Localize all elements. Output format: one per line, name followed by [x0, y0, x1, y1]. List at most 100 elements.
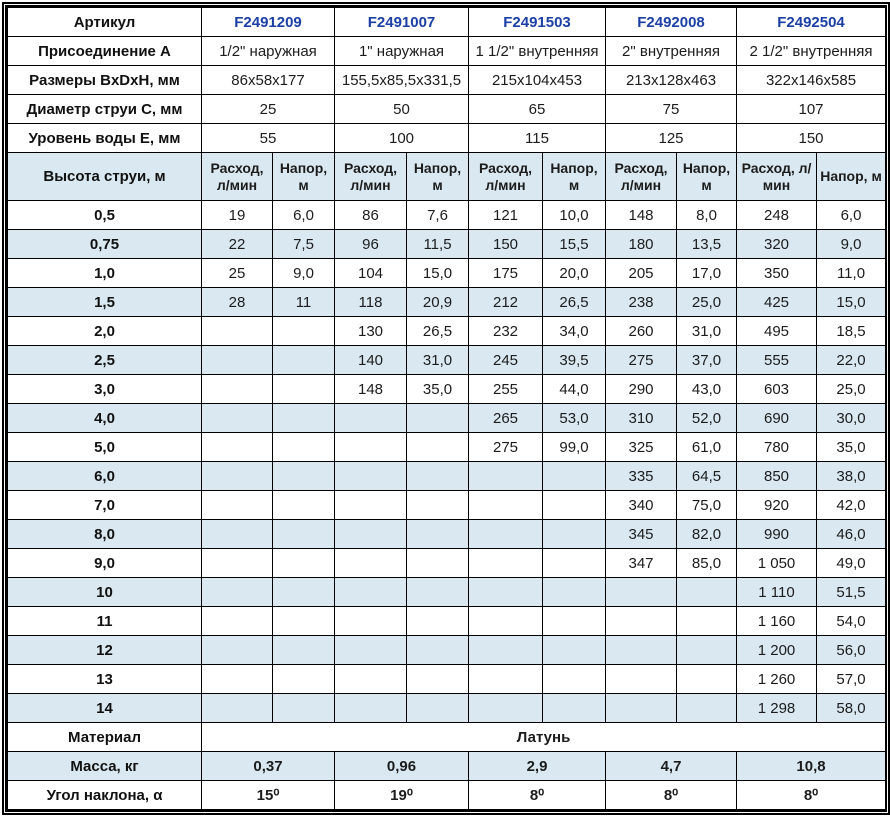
jet-height-value: 13: [7, 664, 202, 694]
article-row-label: Артикул: [7, 7, 202, 37]
head-header: Напор, м: [272, 152, 335, 201]
article-code[interactable]: F2492504: [736, 7, 886, 37]
flow-cell: [334, 432, 407, 462]
angle-row: Угол наклона, α 15⁰ 19⁰ 8⁰ 8⁰ 8⁰: [7, 780, 886, 810]
dimensions-value: 86x58x177: [201, 65, 335, 95]
water-level-row: Уровень воды Е, мм 55 100 115 125 150: [7, 123, 886, 153]
jet-height-value: 8,0: [7, 519, 202, 549]
flow-cell: [468, 490, 543, 520]
jet-height-value: 10: [7, 577, 202, 607]
water-level-value: 125: [605, 123, 737, 153]
spec-row: 14 1 298 58,0: [7, 693, 886, 723]
head-cell: 25,0: [676, 287, 737, 317]
spec-row: 13 1 260 57,0: [7, 664, 886, 694]
head-cell: 31,0: [676, 316, 737, 346]
flow-cell: 275: [605, 345, 677, 375]
head-cell: 37,0: [676, 345, 737, 375]
jet-diameter-value: 65: [468, 94, 606, 124]
head-cell: [542, 693, 606, 723]
flow-cell: [605, 606, 677, 636]
flow-cell: [468, 606, 543, 636]
head-cell: 52,0: [676, 403, 737, 433]
article-code[interactable]: F2491503: [468, 7, 606, 37]
flow-cell: 150: [468, 229, 543, 259]
flow-cell: [334, 403, 407, 433]
flow-cell: 96: [334, 229, 407, 259]
flow-cell: 1 260: [736, 664, 817, 694]
jet-height-value: 0,5: [7, 200, 202, 230]
flow-cell: [201, 664, 273, 694]
head-cell: 57,0: [816, 664, 886, 694]
article-code[interactable]: F2492008: [605, 7, 737, 37]
flow-cell: [201, 403, 273, 433]
connection-value: 1" наружная: [334, 36, 469, 66]
dimensions-value: 213x128x463: [605, 65, 737, 95]
head-cell: 64,5: [676, 461, 737, 491]
flow-cell: [468, 461, 543, 491]
article-code[interactable]: F2491007: [334, 7, 469, 37]
article-code[interactable]: F2491209: [201, 7, 335, 37]
head-cell: [676, 606, 737, 636]
flow-header: Расход, л/мин: [334, 152, 407, 201]
head-cell: 34,0: [542, 316, 606, 346]
head-cell: [406, 432, 469, 462]
flow-cell: 232: [468, 316, 543, 346]
head-cell: [406, 403, 469, 433]
flow-cell: 140: [334, 345, 407, 375]
head-cell: 51,5: [816, 577, 886, 607]
head-cell: 53,0: [542, 403, 606, 433]
flow-cell: 555: [736, 345, 817, 375]
spec-row: 4,0 265 53,0 310 52,0 690 30,0: [7, 403, 886, 433]
flow-cell: [201, 490, 273, 520]
angle-value: 8⁰: [736, 780, 886, 810]
flow-cell: 350: [736, 258, 817, 288]
spec-table: Артикул F2491209 F2491007 F2491503 F2492…: [7, 7, 886, 810]
jet-diameter-value: 25: [201, 94, 335, 124]
spec-row: 2,0 130 26,5 232 34,0 260 31,0 495 18,5: [7, 316, 886, 346]
jet-height-value: 6,0: [7, 461, 202, 491]
jet-diameter-value: 107: [736, 94, 886, 124]
flow-cell: 212: [468, 287, 543, 317]
head-cell: [542, 606, 606, 636]
flow-cell: 130: [334, 316, 407, 346]
flow-cell: [605, 635, 677, 665]
flow-cell: [334, 577, 407, 607]
flow-cell: 340: [605, 490, 677, 520]
jet-height-value: 11: [7, 606, 202, 636]
flow-cell: 495: [736, 316, 817, 346]
head-cell: 15,0: [816, 287, 886, 317]
spec-row: 1,0 25 9,0 104 15,0 175 20,0 205 17,0 350 11,0: [7, 258, 886, 288]
head-cell: 39,5: [542, 345, 606, 375]
head-cell: [542, 577, 606, 607]
head-cell: 35,0: [816, 432, 886, 462]
flow-cell: 345: [605, 519, 677, 549]
head-cell: 13,5: [676, 229, 737, 259]
head-cell: [676, 693, 737, 723]
flow-cell: 990: [736, 519, 817, 549]
head-cell: 35,0: [406, 374, 469, 404]
head-cell: 7,5: [272, 229, 335, 259]
flow-cell: 425: [736, 287, 817, 317]
head-cell: [406, 577, 469, 607]
spec-row: 0,75 22 7,5 96 11,5 150 15,5 180 13,5 320 9,0: [7, 229, 886, 259]
dimensions-value: 155,5x85,5x331,5: [334, 65, 469, 95]
head-cell: [542, 490, 606, 520]
head-cell: [542, 635, 606, 665]
mass-value: 0,37: [201, 751, 335, 781]
head-cell: 22,0: [816, 345, 886, 375]
flow-cell: 118: [334, 287, 407, 317]
head-cell: [272, 548, 335, 578]
spec-row: 12 1 200 56,0: [7, 635, 886, 665]
flow-cell: 1 298: [736, 693, 817, 723]
flow-header: Расход, л/мин: [736, 152, 817, 201]
jet-height-value: 5,0: [7, 432, 202, 462]
head-cell: [272, 432, 335, 462]
head-cell: [676, 577, 737, 607]
jet-height-value: 1,5: [7, 287, 202, 317]
flow-cell: 19: [201, 200, 273, 230]
spec-row: 1,5 28 11 118 20,9 212 26,5 238 25,0 425 15,0: [7, 287, 886, 317]
connection-value: 2" внутренняя: [605, 36, 737, 66]
flow-cell: [334, 519, 407, 549]
spec-row: 9,0 347 85,0 1 050 49,0: [7, 548, 886, 578]
flow-cell: [468, 577, 543, 607]
